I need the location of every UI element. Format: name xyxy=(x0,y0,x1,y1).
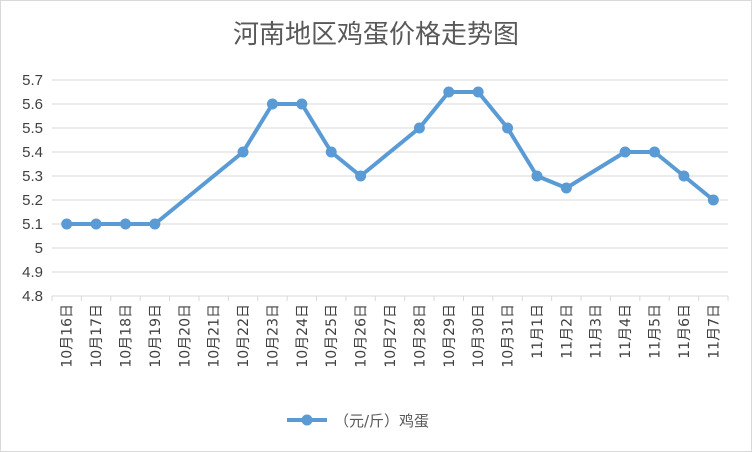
data-point xyxy=(443,86,455,98)
x-tick-label: 10月19日 xyxy=(148,304,164,368)
legend-marker xyxy=(301,414,313,426)
y-tick-label: 5.5 xyxy=(22,120,43,137)
x-tick-label: 11月5日 xyxy=(648,304,664,359)
x-tick-label: 10月20日 xyxy=(177,304,193,368)
data-point xyxy=(266,98,278,110)
x-axis-ticks: 10月16日 10月17日 10月18日 10月19日 10月20日 10月21日 10月2… xyxy=(60,304,723,368)
x-tick-label: 11月3日 xyxy=(589,304,605,359)
y-tick-label: 5.6 xyxy=(22,96,43,113)
x-tick-label: 10月22日 xyxy=(236,304,252,368)
x-tick-label: 10月28日 xyxy=(412,304,428,368)
y-tick-label: 5.4 xyxy=(22,144,43,161)
y-tick-label: 5.2 xyxy=(22,192,43,209)
data-point xyxy=(237,146,249,158)
chart-title: 河南地区鸡蛋价格走势图 xyxy=(233,20,519,50)
y-tick-label: 5 xyxy=(35,240,43,257)
data-point xyxy=(325,146,337,158)
x-tick-label: 10月18日 xyxy=(118,304,134,368)
x-tick-label: 10月26日 xyxy=(354,304,370,368)
x-tick-label: 10月23日 xyxy=(265,304,281,368)
data-point xyxy=(707,194,719,206)
x-tick-label: 11月4日 xyxy=(618,304,634,359)
data-point xyxy=(119,218,131,230)
y-axis-ticks: 4.8 4.9 5 5.1 5.2 5.3 5.4 5.5 5.6 5.7 xyxy=(22,72,43,305)
gridlines xyxy=(51,79,729,301)
data-point xyxy=(296,98,308,110)
data-point xyxy=(619,146,631,158)
x-tick-label: 11月1日 xyxy=(530,304,546,359)
series-egg-price xyxy=(61,86,719,230)
data-point xyxy=(649,146,661,158)
data-point xyxy=(90,218,102,230)
x-tick-label: 10月30日 xyxy=(471,304,487,368)
data-point xyxy=(531,170,543,182)
x-tick-label: 11月7日 xyxy=(706,304,722,359)
y-tick-label: 4.8 xyxy=(22,288,43,305)
x-tick-label: 11月2日 xyxy=(559,304,575,359)
y-tick-label: 5.7 xyxy=(22,72,43,89)
x-tick-label: 10月27日 xyxy=(383,304,399,368)
legend-label-egg: （元/斤）鸡蛋 xyxy=(334,412,429,430)
x-tick-label: 10月17日 xyxy=(89,304,105,368)
x-tick-label: 10月29日 xyxy=(442,304,458,368)
x-tick-label: 10月21日 xyxy=(207,304,223,368)
legend: （元/斤）鸡蛋 xyxy=(287,412,429,430)
x-tick-label: 10月31日 xyxy=(501,304,517,368)
y-tick-label: 4.9 xyxy=(22,264,43,281)
data-point xyxy=(560,182,572,194)
x-tick-label: 11月6日 xyxy=(677,304,693,359)
x-tick-label: 10月16日 xyxy=(60,304,76,368)
data-point xyxy=(149,218,161,230)
data-point xyxy=(472,86,484,98)
y-tick-label: 5.3 xyxy=(22,168,43,185)
data-point xyxy=(355,170,367,182)
x-tick-label: 10月25日 xyxy=(324,304,340,368)
x-tick-label: 10月24日 xyxy=(295,304,311,368)
data-point xyxy=(61,218,73,230)
series-line xyxy=(64,90,716,226)
y-tick-label: 5.1 xyxy=(22,216,43,233)
data-point xyxy=(678,170,690,182)
data-point xyxy=(413,122,425,134)
data-point xyxy=(502,122,514,134)
